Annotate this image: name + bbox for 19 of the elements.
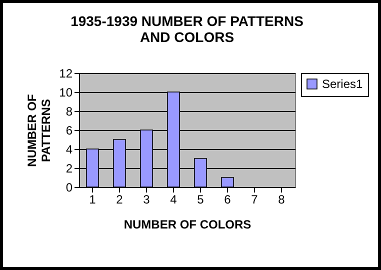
x-tick-label: 6	[224, 192, 232, 206]
x-tick-label: 2	[116, 192, 124, 206]
x-tick-label: 7	[251, 192, 258, 206]
x-tick-label: 4	[170, 192, 178, 206]
y-tick-label: 10	[59, 86, 73, 100]
y-tick-label: 0	[66, 180, 73, 194]
chart-title: 1935-1939 NUMBER OF PATTERNS AND COLORS	[70, 13, 304, 45]
x-tick-label: 8	[278, 192, 286, 206]
x-tick-label: 3	[143, 192, 150, 206]
x-axis-title: NUMBER OF COLORS	[124, 218, 252, 232]
x-tick-label: 5	[197, 192, 204, 206]
x-tick-label: 1	[89, 192, 96, 206]
y-tick-label: 6	[66, 124, 73, 138]
legend-label: Series1	[322, 77, 364, 91]
y-tick-label: 2	[66, 162, 73, 176]
y-tick-label: 12	[59, 66, 73, 80]
y-tick-label: 8	[66, 104, 73, 118]
y-tick-label: 4	[66, 142, 73, 156]
y-axis-title: NUMBER OF PATTERNS	[25, 94, 54, 167]
